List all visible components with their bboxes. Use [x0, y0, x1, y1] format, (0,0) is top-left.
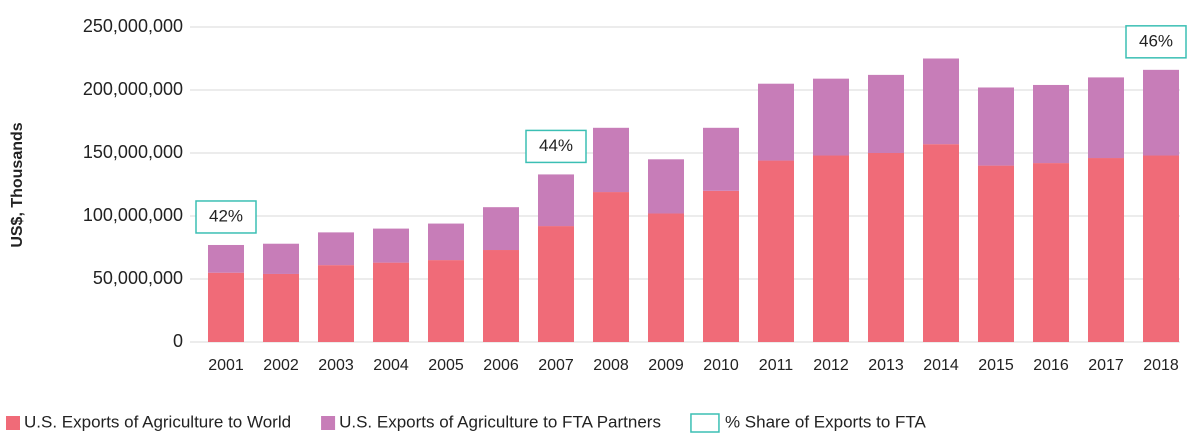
legend-label: U.S. Exports of Agriculture to FTA Partn… [339, 412, 661, 431]
legend-swatch [321, 416, 336, 430]
bar-segment [373, 228, 409, 263]
legend-label: U.S. Exports of Agriculture to World [24, 412, 291, 431]
bar-segment [593, 127, 629, 193]
bar-segment [758, 160, 794, 342]
bar-segment [318, 265, 354, 342]
x-tick-label: 2010 [703, 357, 739, 374]
bar-segment [1143, 155, 1179, 342]
x-tick-label: 2011 [759, 357, 794, 374]
y-tick-label: 50,000,000 [93, 268, 183, 288]
y-tick-label: 200,000,000 [83, 79, 183, 99]
y-tick-label: 150,000,000 [83, 142, 183, 162]
bar-segment [263, 243, 299, 274]
x-tick-label: 2017 [1088, 357, 1124, 374]
y-tick-label: 250,000,000 [83, 16, 183, 36]
x-tick-label: 2007 [538, 357, 574, 374]
legend-swatch [6, 416, 20, 430]
bar-segment [538, 226, 574, 342]
bar-segment [923, 58, 959, 145]
bar-segment [758, 83, 794, 161]
x-tick-label: 2013 [868, 357, 904, 374]
bar-segment [923, 144, 959, 342]
legend-label: % Share of Exports to FTA [725, 412, 927, 431]
annotation-box [195, 200, 257, 234]
bar-segment [1033, 163, 1069, 342]
bar-segment [1033, 84, 1069, 164]
x-tick-label: 2009 [648, 357, 684, 374]
y-tick-label: 0 [173, 331, 183, 351]
bar-segment [703, 190, 739, 342]
x-tick-label: 2003 [318, 357, 354, 374]
annotation-box [525, 129, 587, 164]
x-tick-label: 2006 [483, 357, 519, 374]
bar-segment [868, 153, 904, 342]
bar-segment [813, 78, 849, 156]
bar-segment [1143, 69, 1179, 156]
bar-segment [1088, 158, 1124, 342]
annotation-label: 46% [1139, 31, 1173, 50]
bar-segment [263, 273, 299, 342]
x-tick-label: 2004 [373, 357, 409, 374]
bar-segment [428, 223, 464, 261]
bar-segment [483, 207, 519, 251]
x-tick-label: 2002 [263, 357, 299, 374]
bar-segment [428, 260, 464, 342]
bar-segment [648, 213, 684, 342]
bar-segment [868, 74, 904, 153]
annotation-label: 42% [209, 206, 243, 225]
bar-segment [703, 127, 739, 191]
x-tick-label: 2016 [1033, 357, 1069, 374]
bar-segment [208, 272, 244, 342]
x-tick-label: 2015 [978, 357, 1014, 374]
x-tick-label: 2008 [593, 357, 629, 374]
bar-segment [648, 159, 684, 214]
bar-segment [1088, 77, 1124, 159]
bar-segment [978, 87, 1014, 166]
x-tick-label: 2005 [428, 357, 464, 374]
bar-segment [318, 232, 354, 266]
x-tick-label: 2014 [923, 357, 959, 374]
annotation-label: 44% [539, 136, 573, 155]
bar-segment [813, 155, 849, 342]
annotation-box [1125, 25, 1187, 59]
bar-segment [373, 262, 409, 342]
bar-segment [538, 174, 574, 227]
bar-segment [593, 192, 629, 342]
bar-segment [483, 250, 519, 342]
x-tick-label: 2012 [813, 357, 849, 374]
bar-segment [208, 244, 244, 273]
y-axis-title: US$, Thousands [9, 122, 26, 247]
bar-segment [978, 165, 1014, 342]
x-tick-label: 2001 [208, 357, 244, 374]
x-tick-label: 2018 [1143, 357, 1179, 374]
legend-swatch [690, 413, 720, 433]
y-tick-label: 100,000,000 [83, 205, 183, 225]
